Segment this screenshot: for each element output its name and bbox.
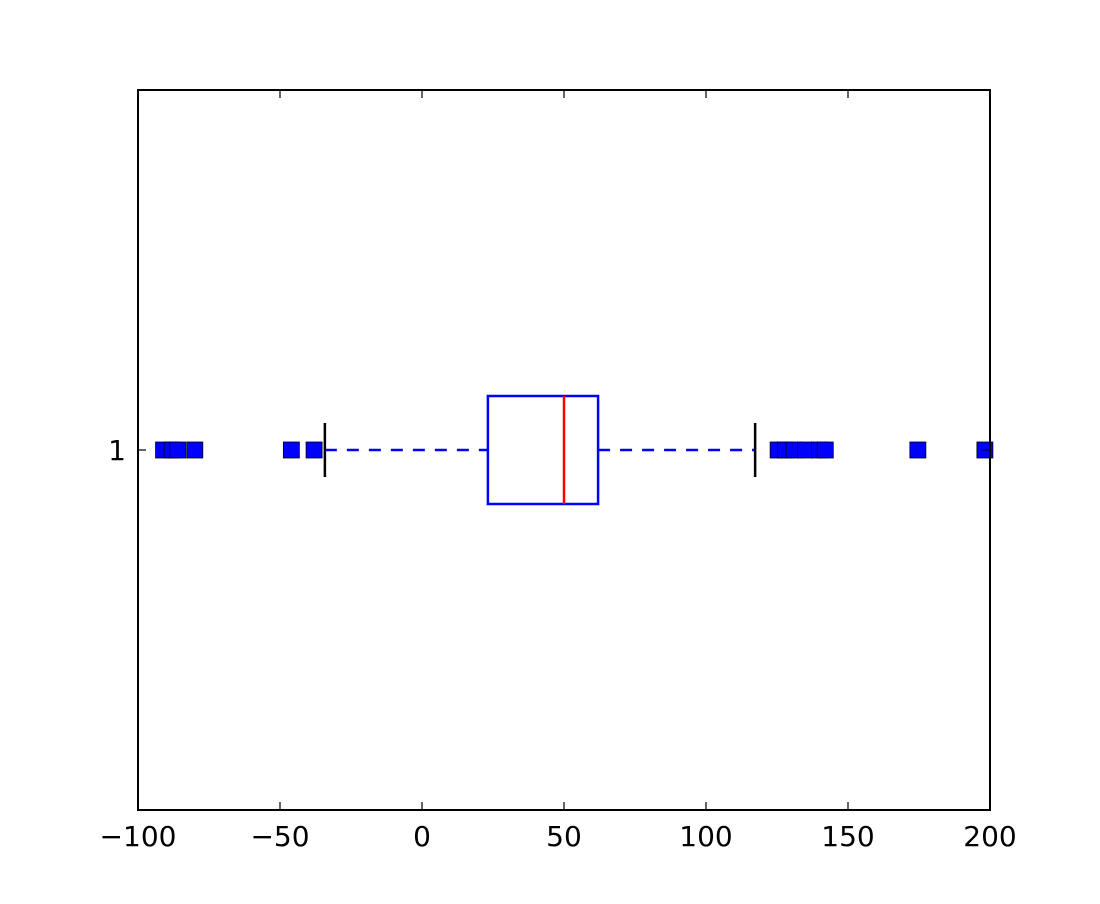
x-tick-label: −100 xyxy=(100,820,177,853)
y-tick-label: 1 xyxy=(108,434,126,467)
outlier-point xyxy=(169,441,187,459)
outlier-point xyxy=(909,441,927,459)
x-tick-label: 50 xyxy=(546,820,582,853)
outlier-point xyxy=(816,441,834,459)
outlier-point xyxy=(797,441,814,459)
x-tick-label: 0 xyxy=(413,820,431,853)
outlier-point xyxy=(282,441,300,459)
x-tick-label: −50 xyxy=(250,820,309,853)
x-tick-label: 100 xyxy=(679,820,732,853)
x-tick-label: 200 xyxy=(963,820,1016,853)
box xyxy=(486,394,600,506)
x-tick-label: 150 xyxy=(821,820,874,853)
outlier-point xyxy=(186,441,204,459)
outlier-point xyxy=(305,441,323,459)
